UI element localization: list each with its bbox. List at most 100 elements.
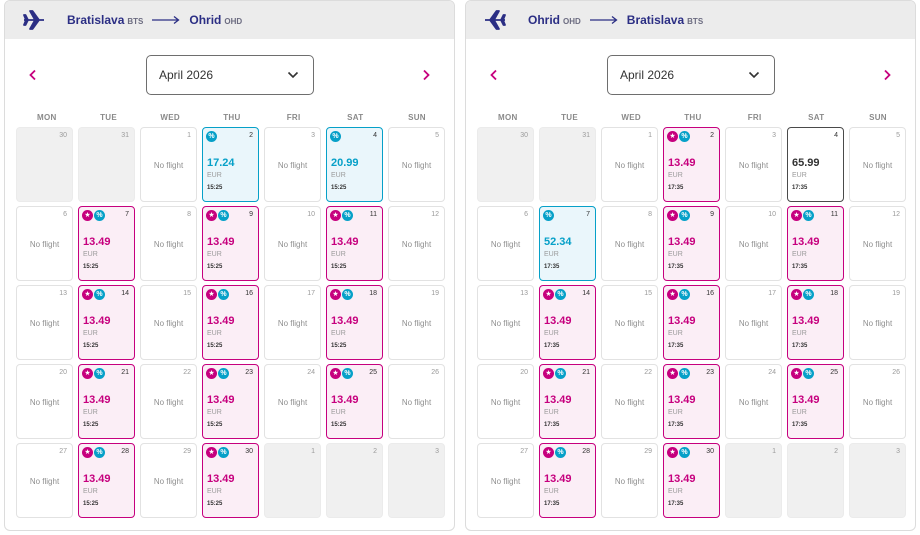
day-cell-flight[interactable]: 28 ★% 13.49 EUR 17:35 bbox=[539, 443, 596, 518]
percent-icon: % bbox=[218, 289, 229, 300]
fare-price: 13.49 bbox=[207, 315, 235, 327]
arrow-right-icon bbox=[589, 15, 619, 25]
day-cell-flight[interactable]: 14 ★% 13.49 EUR 15:25 bbox=[78, 285, 135, 360]
day-cell-outside: 2 bbox=[787, 443, 844, 518]
day-cell-no-flight: 26 No flight bbox=[388, 364, 445, 439]
day-cell-flight[interactable]: 21 ★% 13.49 EUR 15:25 bbox=[78, 364, 135, 439]
day-number: 30 bbox=[706, 448, 714, 455]
day-cell-flight[interactable]: 28 ★% 13.49 EUR 15:25 bbox=[78, 443, 135, 518]
day-cell-flight[interactable]: 2 ★% 13.49 EUR 17:35 bbox=[663, 127, 720, 202]
day-number: 17 bbox=[307, 290, 315, 297]
month-select[interactable]: April 2026 bbox=[146, 55, 314, 95]
day-cell-no-flight: 12 No flight bbox=[849, 206, 906, 281]
destination-code: OHD bbox=[224, 17, 243, 26]
day-cell-flight[interactable]: 23 ★% 13.49 EUR 17:35 bbox=[663, 364, 720, 439]
departure-time: 17:35 bbox=[668, 343, 684, 349]
departure-time: 17:35 bbox=[668, 264, 684, 270]
departure-time: 17:35 bbox=[792, 264, 808, 270]
percent-icon: % bbox=[555, 447, 566, 458]
plane-icon bbox=[482, 7, 508, 33]
day-cell-flight[interactable]: 16 ★% 13.49 EUR 17:35 bbox=[663, 285, 720, 360]
day-number: 9 bbox=[710, 211, 714, 218]
day-cell-no-flight: 1 No flight bbox=[140, 127, 197, 202]
fare-currency: EUR bbox=[331, 251, 346, 258]
no-flight-label: No flight bbox=[153, 240, 184, 249]
fare-currency: EUR bbox=[207, 409, 222, 416]
month-select[interactable]: April 2026 bbox=[607, 55, 775, 95]
badge-group: ★% bbox=[667, 210, 690, 221]
badge-group: ★% bbox=[543, 368, 566, 379]
chevron-right-icon bbox=[423, 69, 430, 81]
badge-group: ★% bbox=[330, 289, 353, 300]
day-cell-flight[interactable]: 25 ★% 13.49 EUR 17:35 bbox=[787, 364, 844, 439]
day-cell-flight[interactable]: 9 ★% 13.49 EUR 17:35 bbox=[663, 206, 720, 281]
fare-price: 52.34 bbox=[544, 236, 572, 248]
fare-currency: EUR bbox=[331, 172, 346, 179]
percent-icon: % bbox=[803, 210, 814, 221]
day-number: 1 bbox=[772, 448, 776, 455]
day-cell-flight[interactable]: 11 ★% 13.49 EUR 17:35 bbox=[787, 206, 844, 281]
day-cell-flight[interactable]: 21 ★% 13.49 EUR 17:35 bbox=[539, 364, 596, 439]
percent-icon: % bbox=[206, 131, 217, 142]
destination: Bratislava BTS bbox=[627, 11, 703, 29]
badge-group: % bbox=[330, 131, 341, 142]
fare-price: 13.49 bbox=[668, 236, 696, 248]
day-number: 3 bbox=[311, 132, 315, 139]
day-number: 31 bbox=[121, 132, 129, 139]
fare-price: 13.49 bbox=[331, 315, 359, 327]
fare-price: 13.49 bbox=[331, 236, 359, 248]
day-cell-outside: 30 bbox=[477, 127, 534, 202]
star-icon: ★ bbox=[667, 289, 678, 300]
day-cell-flight[interactable]: 9 ★% 13.49 EUR 15:25 bbox=[202, 206, 259, 281]
next-month-button[interactable] bbox=[416, 65, 436, 85]
origin: Ohrid OHD bbox=[528, 11, 581, 29]
day-cell-flight[interactable]: 14 ★% 13.49 EUR 17:35 bbox=[539, 285, 596, 360]
departure-time: 15:25 bbox=[207, 501, 223, 507]
day-cell-flight[interactable]: 7 ★% 13.49 EUR 15:25 bbox=[78, 206, 135, 281]
percent-icon: % bbox=[679, 210, 690, 221]
day-number: 18 bbox=[830, 290, 838, 297]
badge-group: ★% bbox=[206, 447, 229, 458]
fare-price: 13.49 bbox=[544, 473, 572, 485]
next-month-button[interactable] bbox=[877, 65, 897, 85]
badge-group: % bbox=[543, 210, 554, 221]
day-cell-flight[interactable]: 4% 20.99 EUR 15:25 bbox=[326, 127, 383, 202]
day-cell-flight[interactable]: 11 ★% 13.49 EUR 15:25 bbox=[326, 206, 383, 281]
badge-group: ★% bbox=[206, 210, 229, 221]
day-cell-flight[interactable]: 2% 17.24 EUR 15:25 bbox=[202, 127, 259, 202]
weekday-label: MON bbox=[498, 113, 518, 122]
percent-icon: % bbox=[94, 210, 105, 221]
day-number: 25 bbox=[830, 369, 838, 376]
no-flight-label: No flight bbox=[153, 319, 184, 328]
day-number: 2 bbox=[834, 448, 838, 455]
day-cell-no-flight: 29 No flight bbox=[140, 443, 197, 518]
weekday-label: MON bbox=[37, 113, 57, 122]
weekday-label: SAT bbox=[347, 113, 364, 122]
weekday-label: FRI bbox=[747, 113, 762, 122]
day-cell-no-flight: 3 No flight bbox=[264, 127, 321, 202]
previous-month-button[interactable] bbox=[484, 65, 504, 85]
day-cell-flight[interactable]: 16 ★% 13.49 EUR 15:25 bbox=[202, 285, 259, 360]
day-cell-flight[interactable]: 30 ★% 13.49 EUR 17:35 bbox=[663, 443, 720, 518]
day-cell-flight[interactable]: 18 ★% 13.49 EUR 15:25 bbox=[326, 285, 383, 360]
day-cell-flight[interactable]: 30 ★% 13.49 EUR 15:25 bbox=[202, 443, 259, 518]
day-cell-flight[interactable]: 23 ★% 13.49 EUR 15:25 bbox=[202, 364, 259, 439]
fare-currency: EUR bbox=[544, 330, 559, 337]
return-calendar-panel: Ohrid OHD Bratislava BTS April 2026 MON TU… bbox=[465, 0, 916, 531]
day-cell-flight[interactable]: 18 ★% 13.49 EUR 17:35 bbox=[787, 285, 844, 360]
day-cell-flight[interactable]: 4 65.99 EUR 17:35 bbox=[787, 127, 844, 202]
day-cell-flight[interactable]: 25 ★% 13.49 EUR 15:25 bbox=[326, 364, 383, 439]
percent-icon: % bbox=[555, 289, 566, 300]
day-number: 1 bbox=[648, 132, 652, 139]
badge-group: ★% bbox=[667, 368, 690, 379]
no-flight-label: No flight bbox=[490, 477, 521, 486]
previous-month-button[interactable] bbox=[23, 65, 43, 85]
percent-icon: % bbox=[679, 289, 690, 300]
no-flight-label: No flight bbox=[277, 398, 308, 407]
day-number: 16 bbox=[245, 290, 253, 297]
departure-time: 15:25 bbox=[83, 264, 99, 270]
day-cell-flight[interactable]: 7% 52.34 EUR 17:35 bbox=[539, 206, 596, 281]
fare-currency: EUR bbox=[207, 251, 222, 258]
no-flight-label: No flight bbox=[862, 319, 893, 328]
departure-time: 17:35 bbox=[668, 185, 684, 191]
